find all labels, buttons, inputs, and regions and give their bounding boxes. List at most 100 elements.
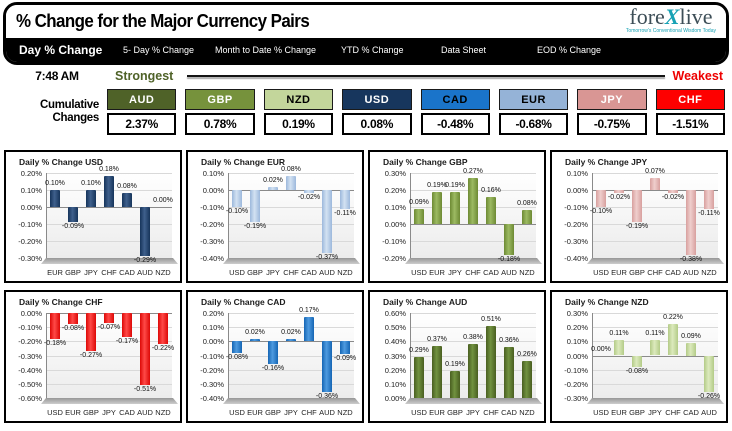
value-label-nzd: 0.08% xyxy=(517,200,537,208)
gridline xyxy=(228,355,354,357)
bar-nzd xyxy=(522,210,532,224)
y-tick-label: 0.10% xyxy=(202,169,224,178)
value-label-gbp: -0.19% xyxy=(243,223,267,231)
x-label-jpy: JPY xyxy=(84,268,98,277)
value-label-jpy: 0.10% xyxy=(81,180,101,187)
tab-eod-change[interactable]: EOD % Change xyxy=(537,45,602,55)
cumulative-value-usd: 0.08% xyxy=(342,113,412,135)
cumulative-row: Cumulative Changes AUD 2.37% GBP 0.78% NZD 0.… xyxy=(0,89,732,135)
x-label-nzd: NZD xyxy=(519,408,535,417)
y-tick-label: 0.00% xyxy=(202,186,224,195)
plot-area-chf: 0.00% -0.10% -0.20% -0.30% -0.40% -0.50% -0.60… xyxy=(8,309,178,406)
x-label-usd: USD xyxy=(411,268,427,277)
x-label-jpy: JPY xyxy=(648,408,662,417)
chart-panel-cad: Daily % Change CAD 0.20% 0.10% 0.00% -0.10% -… xyxy=(186,290,364,423)
x-label-usd: USD xyxy=(47,408,63,417)
value-label-chf: 0.18% xyxy=(99,166,119,174)
bar-cad xyxy=(668,190,678,194)
y-tick-label: -0.40% xyxy=(564,254,588,263)
y-tick-label: 0.10% xyxy=(384,203,406,212)
tab-data-sheet[interactable]: Data Sheet xyxy=(441,45,487,55)
bar-eur xyxy=(432,345,442,398)
bar-jpy xyxy=(286,338,296,342)
x-label-nzd: NZD xyxy=(701,268,717,277)
y-tick-label: -0.30% xyxy=(200,237,224,246)
x-label-cad: CAD xyxy=(483,268,499,277)
tab-month-to-date-change[interactable]: Month to Date % Change xyxy=(215,45,317,55)
y-tick-label: 0.30% xyxy=(566,309,588,318)
y-tick-label: 0.20% xyxy=(384,365,406,375)
y-tick-label: -0.20% xyxy=(564,379,588,389)
y-tick-label: 0.20% xyxy=(566,323,588,333)
chart-panel-chf: Daily % Change CHF 0.00% -0.10% -0.20% -0.30… xyxy=(4,290,182,423)
value-label-aud: -0.18% xyxy=(497,255,521,263)
plot-area-gbp: 0.30% 0.20% 0.10% 0.00% -0.10% -0.20% 0.09% 0.1… xyxy=(372,168,542,266)
chart-title-nzd: Daily % Change NZD xyxy=(565,297,649,307)
y-tick-label: 0.00% xyxy=(384,220,406,229)
bar-chf xyxy=(468,178,478,224)
bar-cad xyxy=(686,342,696,356)
value-label-cad: 0.16% xyxy=(481,186,501,194)
x-label-nzd: NZD xyxy=(337,268,353,277)
gridline xyxy=(410,241,536,242)
y-axis-line xyxy=(410,173,411,258)
x-label-aud: AUD xyxy=(319,408,335,417)
tab-day-change[interactable]: Day % Change xyxy=(19,43,103,57)
y-tick-label: -0.30% xyxy=(564,394,588,403)
y-tick-label: -0.50% xyxy=(18,379,42,389)
gridline xyxy=(228,369,354,371)
bar-cad xyxy=(504,347,514,398)
y-tick-label: 0.00% xyxy=(20,309,42,318)
value-label-nzd: 0.26% xyxy=(517,351,537,359)
forexlive-logo[interactable]: foreXlive Tomorrow's Conventional Wisdom… xyxy=(626,6,716,34)
tab-ytd-change[interactable]: YTD % Change xyxy=(341,45,404,55)
y-tick-label: 0.30% xyxy=(384,169,406,178)
zero-gridline xyxy=(410,224,536,225)
chart-title-jpy: Daily % Change JPY xyxy=(565,157,648,167)
value-label-jpy: 0.38% xyxy=(463,334,483,342)
gridline xyxy=(592,207,718,208)
bar-nzd xyxy=(340,190,350,209)
value-label-chf: 0.07% xyxy=(645,168,665,176)
x-label-nzd: NZD xyxy=(155,268,171,277)
value-label-chf: 0.08% xyxy=(281,166,301,174)
cumulative-value-jpy: -0.75% xyxy=(577,113,647,135)
bar-usd xyxy=(232,190,242,207)
tab-bar: Day % Change 5- Day % Change Month to Date… xyxy=(6,38,726,62)
bar-chf xyxy=(104,176,114,207)
chart-panel-jpy: Daily % Change JPY 0.10% 0.00% -0.10% -0.20%… xyxy=(550,150,728,283)
chart-floor xyxy=(223,398,360,404)
currency-badges: AUD 2.37% GBP 0.78% NZD 0.19% USD 0.08% CAD -0.48… xyxy=(107,89,725,135)
x-label-cad: CAD xyxy=(119,408,135,417)
x-label-nzd: NZD xyxy=(155,408,171,417)
chart-title-chf: Daily % Change CHF xyxy=(19,297,103,307)
value-label-jpy: -0.07% xyxy=(97,323,121,331)
value-label-nzd: -0.09% xyxy=(333,355,357,363)
x-label-jpy: JPY xyxy=(284,408,298,417)
gridline xyxy=(592,241,718,242)
value-label-usd: -0.10% xyxy=(589,208,613,215)
chart-floor xyxy=(405,258,542,264)
currency-code-jpy: JPY xyxy=(577,89,647,110)
chart-floor xyxy=(405,398,542,404)
value-label-usd: -0.18% xyxy=(43,339,67,347)
y-tick-label: -0.10% xyxy=(382,237,406,246)
x-label-chf: CHF xyxy=(465,268,481,277)
x-label-chf: CHF xyxy=(647,268,663,277)
gridline xyxy=(228,173,354,174)
x-label-jpy: JPY xyxy=(466,408,480,417)
chart-title-gbp: Daily % Change GBP xyxy=(383,157,468,167)
currency-badge-nzd: NZD 0.19% xyxy=(263,89,334,135)
tab-5-day-change[interactable]: 5- Day % Change xyxy=(123,45,195,55)
value-label-cad: -0.17% xyxy=(115,338,139,346)
x-label-aud: AUD xyxy=(319,268,335,277)
bar-eur xyxy=(50,190,60,207)
y-tick-label: 0.10% xyxy=(384,379,406,389)
bar-nzd xyxy=(522,361,532,398)
chart-floor xyxy=(223,258,360,264)
gridline xyxy=(592,313,718,314)
value-label-eur: 0.37% xyxy=(427,335,447,343)
y-tick-label: -0.40% xyxy=(18,365,42,375)
zero-gridline xyxy=(228,190,354,191)
y-tick-label: 0.10% xyxy=(20,186,42,195)
